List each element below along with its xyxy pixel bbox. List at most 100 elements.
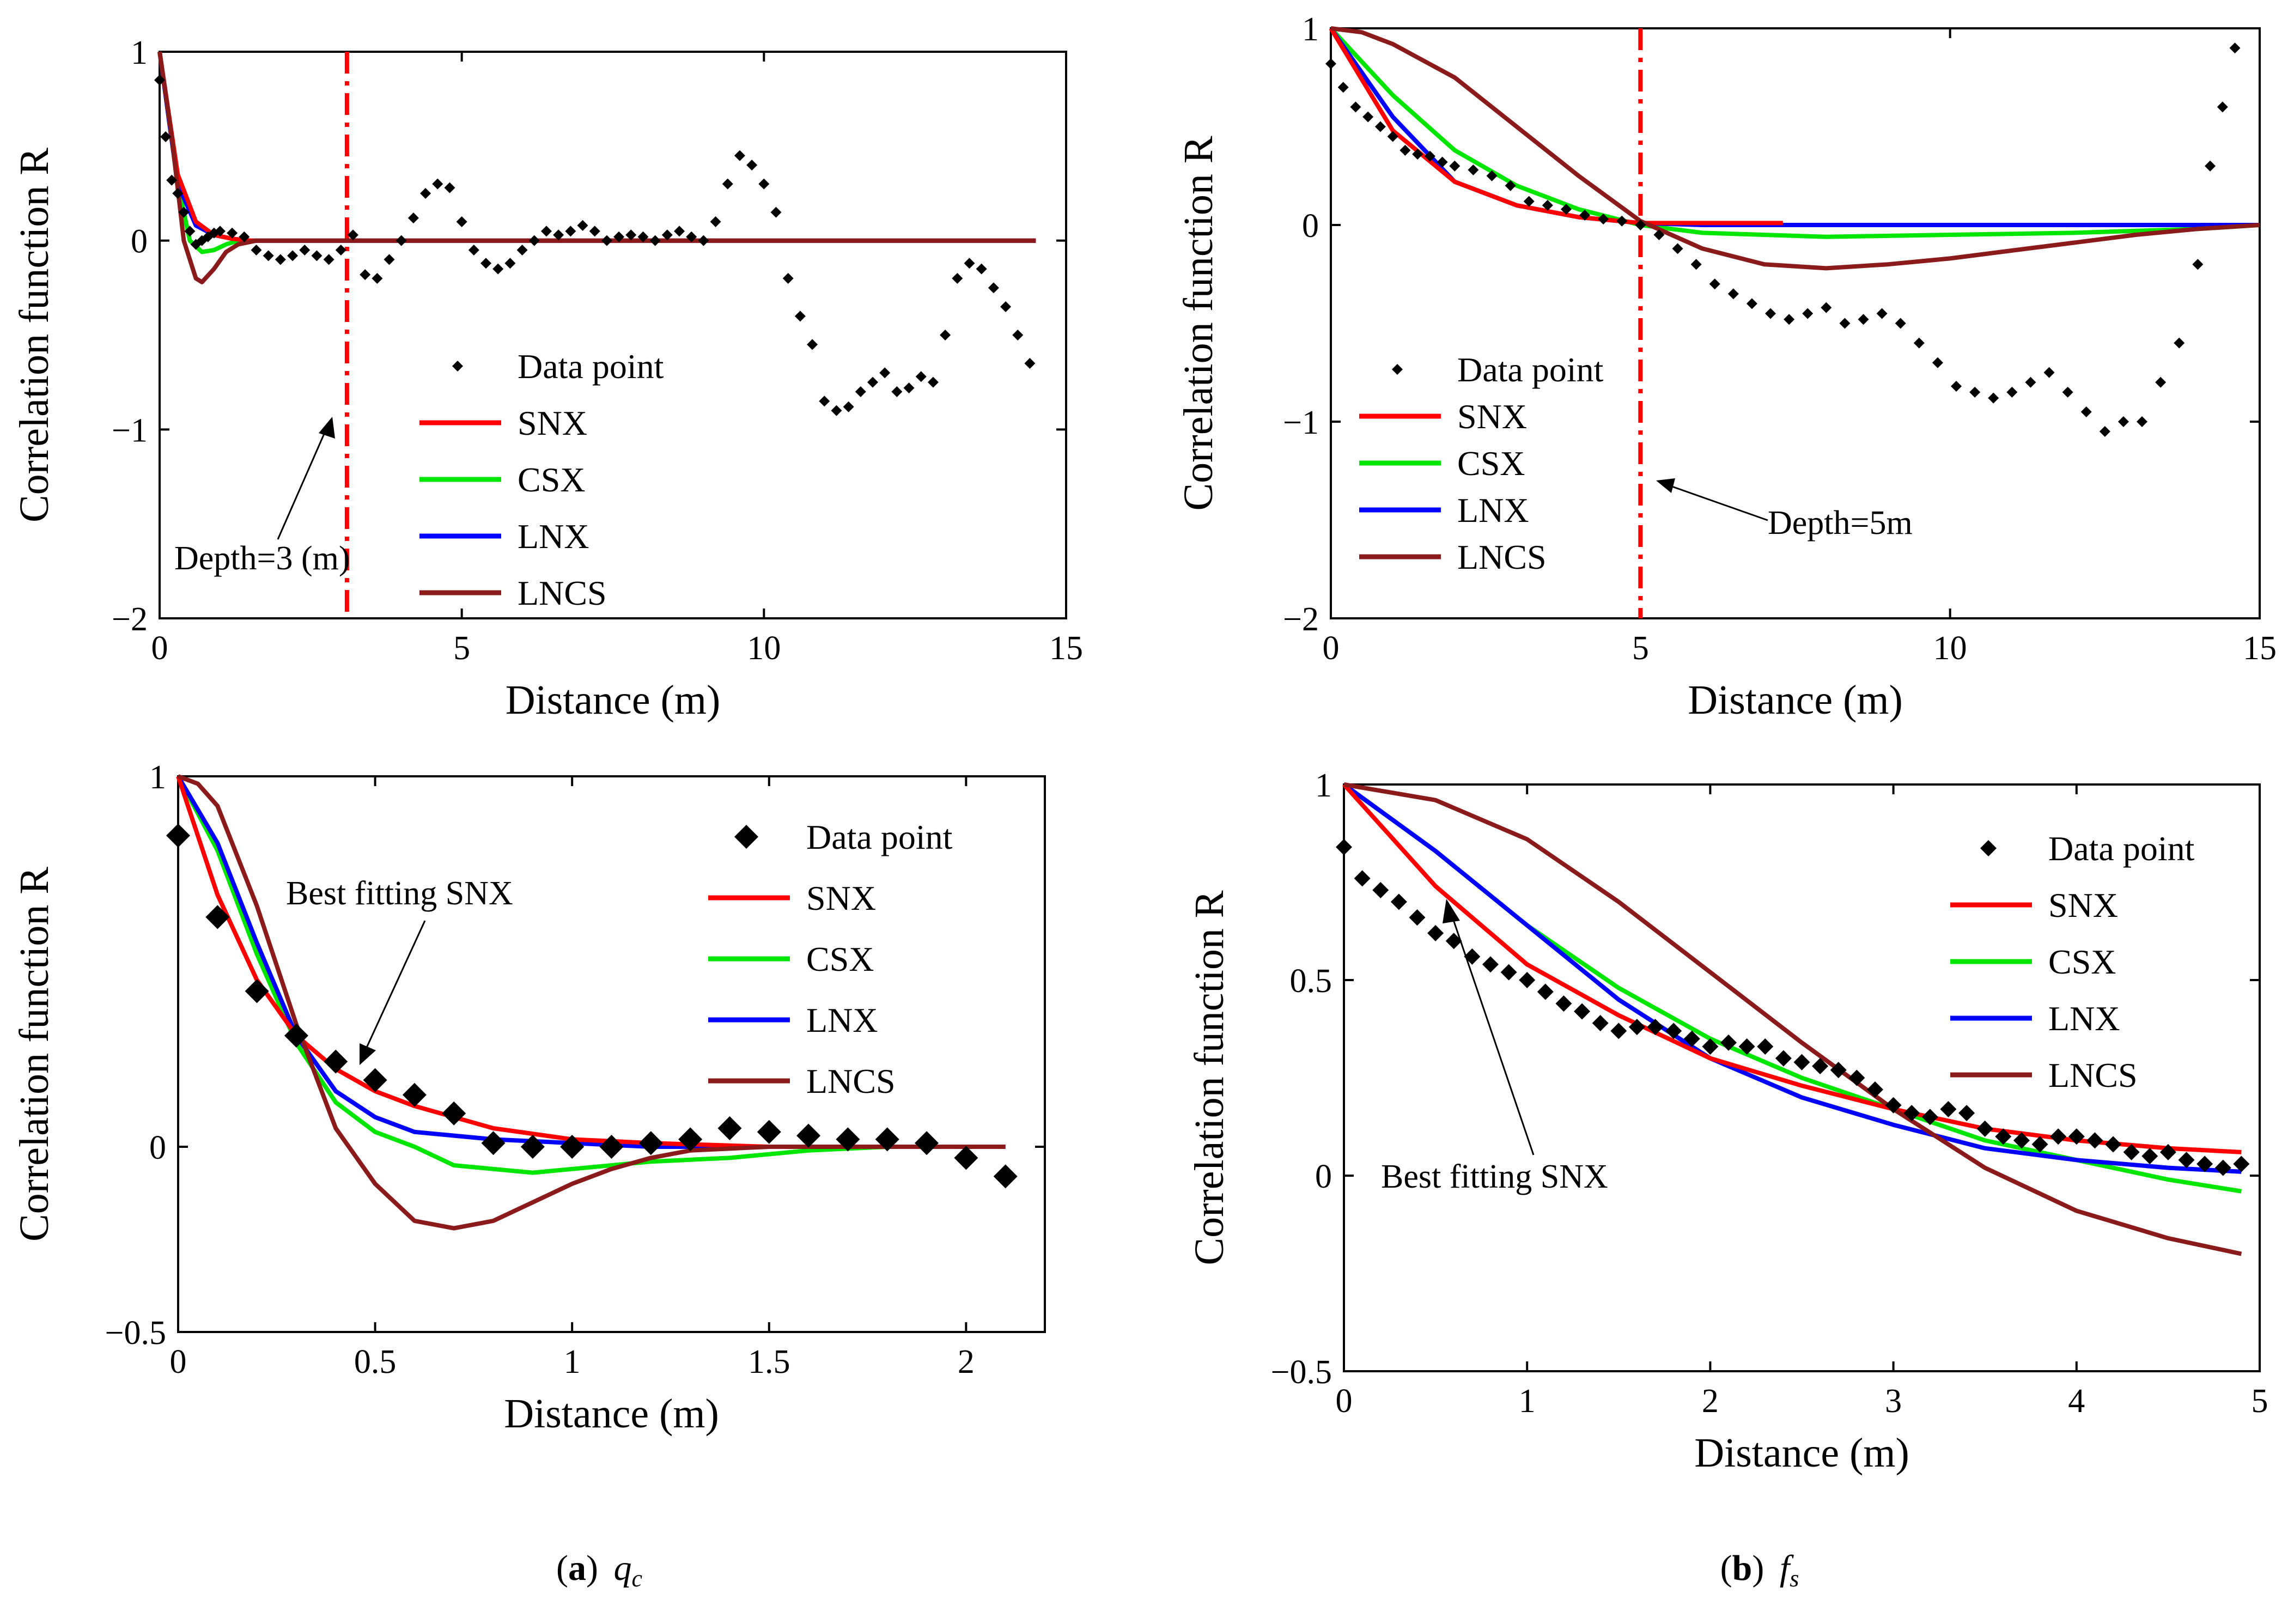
legend-label-csx: CSX: [1457, 444, 1525, 483]
data-point-marker: [2205, 160, 2216, 172]
data-point-marker: [875, 1127, 899, 1152]
annotation-text: Depth=3 (m): [174, 540, 350, 577]
y-tick-label: −1: [112, 412, 148, 449]
annotation-arrow: [1664, 483, 1768, 521]
data-point-marker: [2080, 406, 2092, 417]
caption-b: (b) fs: [1720, 1548, 1799, 1592]
x-tick-label: 10: [1933, 630, 1967, 667]
data-point-marker: [1738, 1038, 1755, 1055]
y-tick-label: 1: [131, 34, 148, 71]
data-point-marker: [807, 339, 818, 350]
data-point-marker: [528, 235, 540, 246]
data-point-marker: [481, 1131, 506, 1155]
legend-label-lncs: LNCS: [806, 1062, 896, 1100]
data-point-marker: [1542, 199, 1553, 211]
data-point-marker: [1976, 1120, 1993, 1137]
x-tick-label: 1.5: [748, 1343, 790, 1380]
data-point-marker: [2105, 1136, 2122, 1153]
x-tick-label: 3: [1885, 1383, 1902, 1420]
data-point-marker: [504, 258, 516, 269]
data-point-marker: [2099, 426, 2110, 437]
x-tick-label: 0: [170, 1343, 187, 1380]
annotation-arrowhead: [1656, 478, 1675, 493]
plot-frame: [1343, 783, 2261, 1372]
data-point-marker: [782, 273, 794, 284]
data-point-marker: [2196, 1155, 2213, 1172]
data-point-marker: [678, 1127, 703, 1152]
y-tick-label: −0.5: [105, 1315, 166, 1352]
data-point-marker: [831, 405, 842, 416]
legend-label-lncs: LNCS: [1457, 538, 1547, 576]
data-point-marker: [214, 226, 226, 237]
data-point-marker: [1647, 1019, 1664, 1036]
annotation-arrow: [1451, 915, 1535, 1155]
data-point-marker: [1024, 358, 1036, 369]
y-tick-label: 1: [1302, 11, 1319, 48]
legend-label-lnx: LNX: [518, 517, 589, 556]
data-point-marker: [1409, 909, 1426, 926]
data-point-marker: [492, 263, 504, 275]
data-point-marker: [794, 311, 806, 322]
data-point-marker: [1610, 1023, 1627, 1039]
x-tick-label: 2: [1702, 1383, 1719, 1420]
data-point-marker: [166, 823, 190, 848]
data-point-marker: [1895, 318, 1906, 329]
data-point-marker: [710, 216, 721, 227]
x-axis-label: Distance (m): [1694, 1430, 1909, 1476]
data-point-marker: [796, 1123, 821, 1148]
y-tick-label: −2: [1283, 601, 1319, 638]
data-point-marker: [903, 382, 915, 394]
y-tick-label: −1: [1283, 404, 1319, 441]
data-point-marker: [402, 1082, 427, 1107]
annotation-arrowhead: [360, 1043, 376, 1065]
data-point-marker: [964, 258, 975, 269]
data-point-marker: [1468, 164, 1479, 175]
data-point-marker: [420, 188, 431, 199]
data-point-marker: [952, 273, 963, 284]
plot-frame: [159, 51, 1067, 619]
data-point-marker: [1437, 156, 1448, 168]
data-point-marker: [770, 206, 782, 218]
data-point-marker: [879, 367, 891, 379]
data-point-marker: [1519, 972, 1536, 988]
caption-b-open: (: [1720, 1548, 1732, 1588]
data-point-marker: [1325, 58, 1336, 69]
data-point-marker: [1560, 204, 1572, 215]
data-point-marker: [1399, 144, 1411, 156]
y-axis-label: Correlation function R: [1176, 136, 1221, 510]
data-point-marker: [456, 216, 467, 227]
data-point-marker: [540, 226, 552, 237]
legend-label-csx: CSX: [2048, 942, 2116, 981]
data-point-marker: [275, 254, 286, 265]
data-point-marker: [1354, 870, 1371, 887]
data-point-marker: [553, 229, 564, 241]
data-point-marker: [976, 263, 987, 275]
data-point-marker: [915, 1131, 939, 1155]
annotation-arrowhead: [319, 417, 335, 439]
data-point-marker: [172, 188, 184, 199]
data-point-marker: [166, 174, 178, 186]
data-point-marker: [2174, 337, 2185, 349]
caption-a-var: q: [613, 1548, 631, 1588]
data-point-marker: [516, 245, 528, 256]
data-point-marker: [1821, 302, 1832, 313]
data-point-marker: [205, 905, 230, 929]
data-point-marker: [565, 226, 576, 237]
y-tick-label: −0.5: [1271, 1354, 1332, 1391]
data-point-marker: [2159, 1144, 2176, 1160]
data-point-marker: [1775, 1050, 1792, 1067]
legend-label-lnx: LNX: [2048, 999, 2120, 1038]
series-line-lnx: [176, 775, 887, 1149]
data-point-marker: [2031, 1136, 2048, 1153]
data-point-marker: [2141, 1148, 2158, 1165]
data-point-marker: [1765, 308, 1776, 319]
data-point-marker: [284, 1024, 308, 1048]
series-line-lnx: [1342, 782, 2242, 1174]
annotation-arrow: [365, 920, 426, 1049]
data-point-marker: [940, 330, 951, 340]
data-point-marker: [1848, 1069, 1865, 1086]
data-point-marker: [625, 229, 637, 241]
